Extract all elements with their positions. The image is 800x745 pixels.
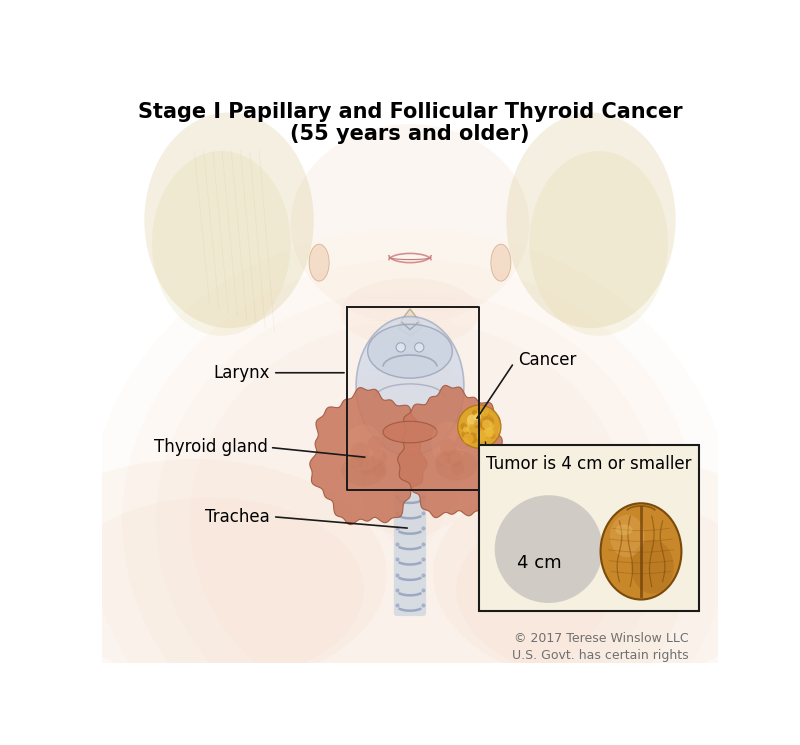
Ellipse shape (456, 498, 764, 682)
Circle shape (490, 433, 496, 439)
FancyBboxPatch shape (479, 446, 698, 611)
Text: Tumor is 4 cm or smaller: Tumor is 4 cm or smaller (486, 454, 692, 472)
Text: Cancer: Cancer (518, 352, 576, 370)
Ellipse shape (431, 421, 466, 466)
Circle shape (476, 431, 486, 441)
Ellipse shape (341, 455, 387, 486)
Circle shape (458, 405, 501, 448)
Circle shape (467, 415, 477, 425)
Circle shape (463, 422, 470, 429)
Text: Thyroid gland: Thyroid gland (154, 439, 267, 457)
Circle shape (476, 406, 486, 417)
Circle shape (486, 434, 491, 439)
Text: Stage I Papillary and Follicular Thyroid Cancer: Stage I Papillary and Follicular Thyroid… (138, 103, 682, 122)
Circle shape (470, 414, 481, 425)
Circle shape (477, 431, 486, 440)
Text: © 2017 Terese Winslow LLC
U.S. Govt. has certain rights: © 2017 Terese Winslow LLC U.S. Govt. has… (512, 633, 689, 662)
Circle shape (479, 419, 490, 430)
Polygon shape (398, 309, 422, 336)
Ellipse shape (309, 244, 329, 281)
Circle shape (474, 413, 482, 420)
Circle shape (482, 419, 491, 429)
Ellipse shape (601, 504, 682, 600)
Circle shape (472, 416, 483, 428)
Circle shape (460, 423, 467, 430)
Polygon shape (310, 387, 427, 524)
Circle shape (350, 442, 369, 460)
Ellipse shape (345, 425, 383, 471)
Circle shape (483, 422, 490, 428)
Circle shape (474, 413, 481, 421)
Circle shape (447, 451, 462, 466)
Circle shape (349, 454, 363, 469)
Ellipse shape (610, 515, 645, 557)
Circle shape (474, 419, 481, 426)
Circle shape (479, 418, 484, 422)
Circle shape (487, 422, 494, 428)
Circle shape (494, 495, 602, 603)
Ellipse shape (491, 244, 511, 281)
Circle shape (482, 416, 494, 428)
Ellipse shape (371, 343, 449, 544)
Circle shape (462, 428, 470, 437)
Ellipse shape (356, 317, 464, 455)
Text: 4 cm: 4 cm (517, 554, 562, 572)
Ellipse shape (341, 278, 479, 347)
Circle shape (470, 418, 478, 426)
Circle shape (480, 413, 492, 425)
Circle shape (467, 433, 478, 443)
Ellipse shape (122, 259, 698, 745)
Circle shape (414, 343, 424, 352)
Circle shape (479, 429, 491, 441)
Ellipse shape (383, 421, 437, 443)
Circle shape (481, 409, 488, 416)
Ellipse shape (190, 320, 630, 721)
Polygon shape (356, 351, 464, 536)
Ellipse shape (2, 459, 387, 690)
Circle shape (467, 414, 479, 427)
Ellipse shape (615, 524, 633, 535)
Circle shape (451, 461, 465, 475)
Ellipse shape (631, 540, 674, 594)
Circle shape (396, 343, 406, 352)
Ellipse shape (433, 459, 800, 690)
Circle shape (359, 458, 376, 475)
Ellipse shape (290, 124, 530, 324)
Text: (55 years and older): (55 years and older) (290, 124, 530, 144)
Circle shape (373, 464, 386, 477)
Ellipse shape (152, 151, 290, 336)
Ellipse shape (144, 112, 314, 328)
Circle shape (440, 439, 457, 456)
Ellipse shape (156, 290, 664, 745)
Ellipse shape (530, 151, 668, 336)
Circle shape (368, 436, 383, 451)
Ellipse shape (364, 336, 456, 551)
Text: Trachea: Trachea (205, 508, 270, 526)
FancyBboxPatch shape (394, 488, 426, 616)
Ellipse shape (88, 228, 732, 745)
Circle shape (455, 435, 470, 449)
Circle shape (472, 410, 478, 416)
Circle shape (474, 410, 484, 420)
Circle shape (484, 421, 494, 430)
Circle shape (435, 451, 451, 466)
Circle shape (483, 419, 494, 430)
Circle shape (371, 450, 387, 465)
Circle shape (462, 430, 470, 438)
Polygon shape (398, 385, 509, 518)
Circle shape (463, 434, 474, 444)
Circle shape (463, 427, 469, 433)
Circle shape (487, 413, 492, 418)
Ellipse shape (506, 112, 676, 328)
Ellipse shape (56, 498, 364, 682)
Circle shape (484, 427, 494, 437)
Text: Larynx: Larynx (214, 364, 270, 381)
Ellipse shape (435, 450, 478, 481)
Ellipse shape (368, 324, 452, 378)
